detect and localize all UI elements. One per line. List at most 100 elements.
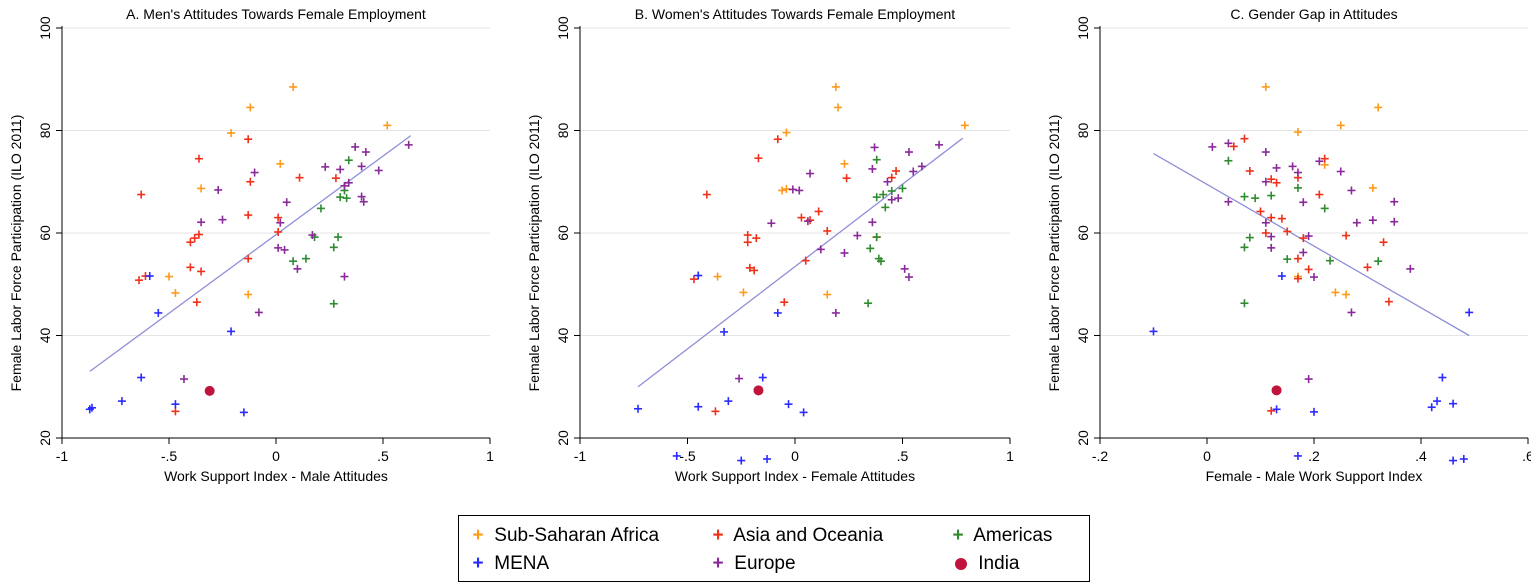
mena-point xyxy=(773,308,782,317)
india-point xyxy=(204,385,215,396)
europe-point xyxy=(1390,217,1399,226)
x-axis-label: Female - Male Work Support Index xyxy=(1206,468,1423,484)
asia-point xyxy=(702,190,711,199)
europe-point xyxy=(1267,243,1276,252)
legend-item-asia-and-oceania: + Asia and Oceania xyxy=(707,525,883,547)
americas-point xyxy=(289,257,298,266)
y-tick-label: 60 xyxy=(555,225,571,241)
ssa-point xyxy=(960,121,969,130)
europe-point xyxy=(293,264,302,273)
asia-point xyxy=(1299,234,1308,243)
mena-point xyxy=(694,402,703,411)
europe-point xyxy=(900,264,909,273)
europe-point xyxy=(344,178,353,187)
fitted-line xyxy=(1153,152,1470,337)
europe-point xyxy=(887,195,896,204)
asia-point xyxy=(814,207,823,216)
x-tick-label: -1 xyxy=(574,448,587,464)
europe-point xyxy=(1299,198,1308,207)
europe-point xyxy=(361,148,370,157)
ssa-point xyxy=(782,128,791,137)
dot-marker-icon xyxy=(955,558,967,570)
asia-point xyxy=(823,226,832,235)
europe-point xyxy=(1352,218,1361,227)
y-axis-label: Female Labor Force Participation (ILO 20… xyxy=(8,115,24,392)
europe-point xyxy=(735,374,744,383)
legend: + Sub-Saharan Africa + Asia and Oceania … xyxy=(458,515,1090,582)
asia-point xyxy=(773,135,782,144)
asia-point xyxy=(842,174,851,183)
europe-point xyxy=(1288,162,1297,171)
ssa-point xyxy=(165,272,173,281)
legend-item-europe: + Europe xyxy=(707,553,795,575)
legend-label: India xyxy=(978,553,1020,574)
europe-point xyxy=(870,143,879,152)
asia-point xyxy=(246,177,255,186)
europe-point xyxy=(282,198,291,207)
asia-point xyxy=(1267,175,1276,184)
fitted-line xyxy=(637,137,964,388)
mena-point xyxy=(799,408,808,417)
asia-point xyxy=(1363,263,1372,272)
europe-point xyxy=(1390,197,1399,206)
fitted-line xyxy=(89,135,412,372)
americas-point xyxy=(1293,183,1302,192)
americas-point xyxy=(342,194,351,203)
y-tick-label: 100 xyxy=(555,16,571,40)
mena-point xyxy=(1427,403,1436,412)
mena-point xyxy=(694,271,703,280)
y-tick-label: 80 xyxy=(555,123,571,139)
asia-point xyxy=(331,174,340,183)
ssa-point xyxy=(1342,290,1351,299)
x-tick-label: 0 xyxy=(791,448,799,464)
europe-point xyxy=(214,185,223,194)
asia-point xyxy=(244,254,253,263)
europe-point xyxy=(1368,216,1377,225)
mena-point xyxy=(1433,397,1442,406)
americas-point xyxy=(898,184,907,193)
asia-point xyxy=(1293,274,1302,283)
mena-point xyxy=(227,327,236,336)
asia-point xyxy=(689,275,698,284)
asia-point xyxy=(244,135,253,144)
ssa-point xyxy=(823,290,832,299)
europe-point xyxy=(1299,248,1308,257)
americas-point xyxy=(877,257,885,266)
ssa-point xyxy=(1336,121,1345,130)
asia-point xyxy=(194,230,203,239)
europe-point xyxy=(1208,142,1217,151)
asia-point xyxy=(135,276,144,285)
y-tick-label: 40 xyxy=(555,328,571,344)
europe-point xyxy=(840,248,849,257)
asia-point xyxy=(192,298,201,307)
mena-point xyxy=(1465,308,1474,317)
americas-point xyxy=(1240,192,1249,201)
mena-point xyxy=(1149,327,1158,336)
mena-point xyxy=(634,404,643,413)
mena-point xyxy=(784,400,793,409)
europe-point xyxy=(788,185,797,194)
europe-point xyxy=(351,142,360,151)
europe-point xyxy=(1304,232,1313,241)
asia-point xyxy=(743,238,752,247)
asia-point xyxy=(171,407,180,416)
plus-marker-icon: + xyxy=(952,525,964,546)
x-tick-label: 1 xyxy=(1006,448,1014,464)
chart-panel-b: B. Women's Attitudes Towards Female Empl… xyxy=(526,6,1014,484)
americas-point xyxy=(329,243,338,252)
chart-panel-a: A. Men's Attitudes Towards Female Employ… xyxy=(8,6,494,484)
y-tick-label: 60 xyxy=(37,225,53,241)
europe-point xyxy=(1261,177,1270,186)
x-tick-label: -.2 xyxy=(1092,448,1109,464)
europe-point xyxy=(274,243,283,252)
asia-point xyxy=(745,263,754,272)
mena-point xyxy=(1459,455,1468,464)
asia-point xyxy=(780,298,789,307)
asia-point xyxy=(295,173,304,182)
legend-label: MENA xyxy=(494,553,550,574)
americas-point xyxy=(316,204,325,213)
europe-point xyxy=(1261,218,1270,227)
asia-point xyxy=(137,190,146,199)
ssa-point xyxy=(1368,183,1377,192)
asia-point xyxy=(190,234,199,243)
